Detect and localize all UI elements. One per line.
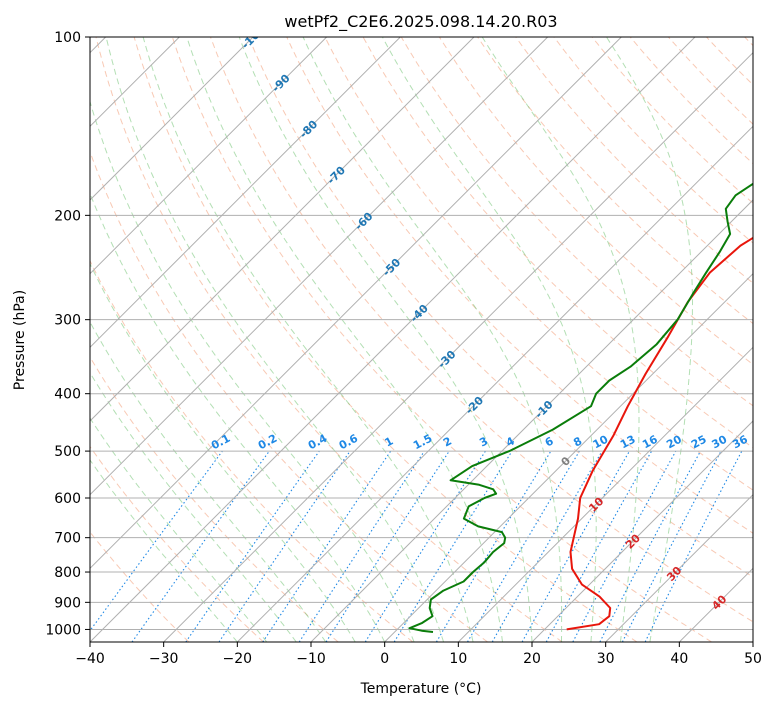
isotherm-line — [384, 272, 753, 642]
mixing-ratio-line — [185, 450, 320, 642]
mixing-ratio-line — [521, 450, 630, 642]
dewpoint-trace — [408, 182, 753, 633]
moist-adiabat-line — [90, 321, 327, 642]
x-tick-label: −30 — [149, 651, 179, 667]
x-tick-label: 40 — [670, 651, 688, 667]
y-tick-label: 300 — [54, 313, 81, 329]
y-tick-label: 900 — [54, 595, 81, 611]
isotherm-line — [90, 37, 622, 570]
mixing-ratio-label: 36 — [730, 433, 750, 452]
plot-frame — [89, 36, 754, 643]
mixing-ratio-label: 10 — [591, 433, 611, 452]
x-axis-ticks: −40 −30 −20 −10 0 10 20 30 40 50 — [75, 642, 762, 667]
dry-adiabat-line — [324, 37, 753, 491]
y-tick-label: 200 — [54, 208, 81, 224]
isotherm-line — [90, 37, 549, 496]
x-tick-label: −40 — [75, 651, 105, 667]
y-tick-label: 400 — [54, 387, 81, 403]
isotherm-line — [605, 493, 753, 642]
moist-adiabat-line — [90, 371, 297, 642]
mixing-ratio-line — [218, 450, 351, 642]
mixing-ratio-line — [545, 450, 653, 642]
x-tick-label: 50 — [744, 651, 762, 667]
x-axis-title: Temperature (°C) — [360, 681, 482, 697]
temperature-trace — [566, 236, 753, 631]
mixing-ratio-line — [262, 450, 392, 642]
moist-adiabat-line — [481, 37, 640, 642]
mixing-ratio-line — [572, 450, 677, 642]
dry-adiabat-line — [95, 37, 563, 642]
mixing-ratio-label: 16 — [640, 433, 660, 452]
mixing-ratio-line — [131, 450, 270, 642]
dry-adiabat-line — [362, 37, 753, 449]
y-tick-label: 600 — [54, 491, 81, 507]
moist-adiabat-line — [90, 192, 386, 642]
x-tick-label: 10 — [449, 651, 467, 667]
moist-adiabat-line — [238, 37, 533, 642]
mixing-ratio-label: 20 — [664, 433, 684, 452]
dry-adiabat-line — [553, 37, 753, 244]
mixing-ratio-line — [393, 450, 513, 642]
chart-title: wetPf2_C2E6.2025.098.14.20.R03 — [284, 12, 557, 32]
y-axis-title: Pressure (hPa) — [12, 290, 28, 390]
x-tick-label: 30 — [597, 651, 615, 667]
isotherm-line — [531, 420, 753, 642]
mixing-ratio-label: 30 — [710, 433, 730, 452]
isotherm-line — [236, 125, 753, 642]
mixing-ratio-label: 13 — [618, 433, 638, 452]
y-tick-label: 800 — [54, 565, 81, 581]
moist-adiabats — [90, 37, 693, 642]
moist-adiabat-line — [90, 262, 356, 642]
moist-adiabat-line — [186, 37, 503, 642]
dry-adiabat-line — [90, 259, 414, 642]
moist-adiabat-line — [105, 37, 445, 642]
isotherm-line — [90, 37, 475, 422]
mixing-ratio-line — [325, 450, 450, 642]
isotherm-line — [90, 37, 254, 201]
moist-adiabat-line — [142, 37, 474, 642]
y-tick-label: 100 — [54, 30, 81, 46]
x-tick-label: 0 — [380, 651, 389, 667]
skewed-isotherms — [90, 37, 753, 642]
pressure-gridlines — [90, 37, 753, 630]
x-tick-label: −10 — [296, 651, 326, 667]
dry-adiabat-line — [90, 445, 264, 642]
dry-adiabat-line — [438, 37, 753, 366]
isotherm-line — [457, 346, 753, 642]
moist-adiabat-line — [606, 37, 693, 642]
y-tick-label: 700 — [54, 531, 81, 547]
isotherm-line — [90, 37, 401, 349]
mixing-ratio-line — [644, 450, 743, 642]
y-tick-label: 500 — [54, 444, 81, 460]
isotherm-line — [163, 51, 753, 642]
y-axis-ticks: 1000 900 800 700 600 500 400 300 200 100 — [45, 30, 90, 638]
moist-adiabat-line — [302, 37, 563, 642]
moist-adiabat-line — [90, 459, 238, 642]
sounding-traces — [408, 182, 753, 633]
y-tick-label: 1000 — [45, 622, 81, 638]
dry-adiabat-line — [248, 37, 753, 578]
x-tick-label: 20 — [523, 651, 541, 667]
dry-adiabat-line — [133, 37, 638, 642]
moist-adiabat-line — [90, 417, 268, 642]
isotherm-line — [90, 37, 696, 642]
isotherm-line — [90, 37, 328, 275]
plot-area: 0.1 0.2 0.4 0.6 1 1.5 2 3 4 6 8 10 13 16 20 25 30 36-100-… — [90, 37, 753, 642]
isotherm-line — [310, 199, 753, 642]
dry-adiabat-line — [629, 37, 753, 165]
x-tick-label: −20 — [223, 651, 253, 667]
mixing-ratio-line — [90, 450, 223, 632]
mixing-ratio-lines — [90, 450, 743, 642]
moist-adiabat-line — [381, 37, 597, 642]
mixing-ratio-line — [298, 450, 425, 642]
dry-adiabat-line — [210, 37, 753, 623]
mixing-ratio-label: 25 — [689, 433, 709, 452]
